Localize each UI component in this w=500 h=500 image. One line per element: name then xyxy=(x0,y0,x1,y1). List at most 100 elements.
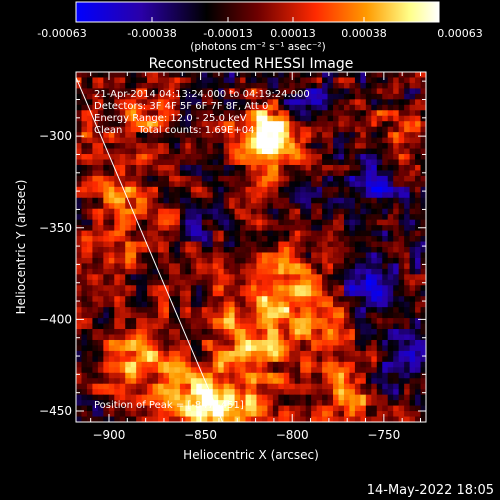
heatmap-cell xyxy=(190,274,197,281)
heatmap-cell xyxy=(147,88,153,95)
heatmap-cell xyxy=(256,197,263,204)
heatmap-cell xyxy=(229,164,235,171)
heatmap-cell xyxy=(343,301,350,308)
heatmap-cell xyxy=(196,334,203,341)
heatmap-cell xyxy=(196,230,203,237)
heatmap-cell xyxy=(338,389,345,396)
heatmap-cell xyxy=(305,263,312,270)
heatmap-cell xyxy=(141,383,148,390)
heatmap-cell xyxy=(272,394,279,401)
heatmap-cell xyxy=(86,121,93,128)
heatmap-cell xyxy=(283,307,290,314)
heatmap-cell xyxy=(349,170,356,177)
heatmap-cell xyxy=(393,252,400,259)
heatmap-cell xyxy=(245,394,252,401)
heatmap-cell xyxy=(114,219,121,226)
heatmap-cell xyxy=(97,164,104,171)
heatmap-cell xyxy=(223,274,230,281)
heatmap-cell xyxy=(316,236,323,242)
heatmap-cell xyxy=(223,77,230,84)
heatmap-cell xyxy=(267,115,274,122)
heatmap-cell xyxy=(365,285,372,292)
heatmap-cell xyxy=(404,372,410,379)
heatmap-cell xyxy=(141,356,148,363)
heatmap-cell xyxy=(376,383,383,390)
heatmap-cell xyxy=(382,121,389,128)
heatmap-cell xyxy=(86,290,93,297)
heatmap-cell xyxy=(86,372,93,379)
heatmap-cell xyxy=(125,203,132,210)
heatmap-cell xyxy=(376,181,383,188)
heatmap-cell xyxy=(97,334,104,341)
heatmap-cell xyxy=(185,192,192,199)
heatmap-cell xyxy=(398,148,405,155)
heatmap-cell xyxy=(283,208,290,215)
heatmap-cell xyxy=(119,356,126,363)
heatmap-cell xyxy=(376,416,383,422)
heatmap-cell xyxy=(311,318,318,324)
heatmap-cell xyxy=(185,339,192,346)
heatmap-cell xyxy=(349,339,356,346)
heatmap-cell xyxy=(158,104,164,111)
heatmap-cell xyxy=(409,372,416,379)
heatmap-cell xyxy=(420,203,426,210)
heatmap-cell xyxy=(163,181,170,188)
heatmap-cell xyxy=(119,378,126,385)
heatmap-cell xyxy=(229,99,235,106)
heatmap-cell xyxy=(130,132,137,139)
heatmap-cell xyxy=(147,159,153,166)
heatmap-cell xyxy=(311,252,318,259)
heatmap-cell xyxy=(256,170,263,177)
heatmap-cell xyxy=(316,132,323,139)
heatmap-cell xyxy=(76,400,82,406)
heatmap-cell xyxy=(136,148,143,155)
heatmap-cell xyxy=(141,82,148,89)
heatmap-cell xyxy=(343,323,350,330)
heatmap-cell xyxy=(81,378,88,385)
heatmap-cell xyxy=(86,214,93,221)
heatmap-cell xyxy=(158,148,164,155)
heatmap-cell xyxy=(97,252,104,259)
colorbar-tick-label: 0.00063 xyxy=(437,27,483,40)
heatmap-cell xyxy=(338,203,345,210)
heatmap-cell xyxy=(212,175,219,182)
heatmap-cell xyxy=(201,268,208,275)
heatmap-cell xyxy=(86,263,93,270)
heatmap-cell xyxy=(218,225,225,231)
heatmap-cell xyxy=(398,88,405,95)
heatmap-cell xyxy=(289,268,296,275)
heatmap-cell xyxy=(327,345,334,352)
heatmap-cell xyxy=(81,361,88,368)
heatmap-cell xyxy=(141,72,148,78)
heatmap-cell xyxy=(333,214,339,221)
heatmap-cell xyxy=(229,121,235,128)
heatmap-cell xyxy=(240,252,246,259)
heatmap-cell xyxy=(212,121,219,128)
heatmap-cell xyxy=(190,323,197,330)
heatmap-cell xyxy=(229,318,235,324)
heatmap-cell xyxy=(333,350,339,357)
heatmap-cell xyxy=(415,372,421,379)
heatmap-cell xyxy=(261,318,268,324)
heatmap-cell xyxy=(354,312,361,319)
heatmap-cell xyxy=(196,345,203,352)
heatmap-cell xyxy=(283,241,290,248)
heatmap-cell xyxy=(333,208,339,215)
heatmap-cell xyxy=(272,334,279,341)
heatmap-cell xyxy=(81,318,88,324)
heatmap-cell xyxy=(316,405,323,412)
heatmap-cell xyxy=(278,110,285,117)
heatmap-cell xyxy=(311,219,318,226)
heatmap-cell xyxy=(114,115,121,122)
heatmap-cell xyxy=(168,301,175,308)
heatmap-cell xyxy=(76,93,82,100)
heatmap-cell xyxy=(387,181,394,188)
heatmap-cell xyxy=(152,411,159,417)
heatmap-cell xyxy=(223,400,230,406)
heatmap-cell xyxy=(97,175,104,182)
heatmap-cell xyxy=(190,137,197,144)
heatmap-cell xyxy=(168,405,175,412)
heatmap-cell xyxy=(409,247,416,253)
heatmap-cell xyxy=(409,394,416,401)
heatmap-cell xyxy=(398,247,405,253)
